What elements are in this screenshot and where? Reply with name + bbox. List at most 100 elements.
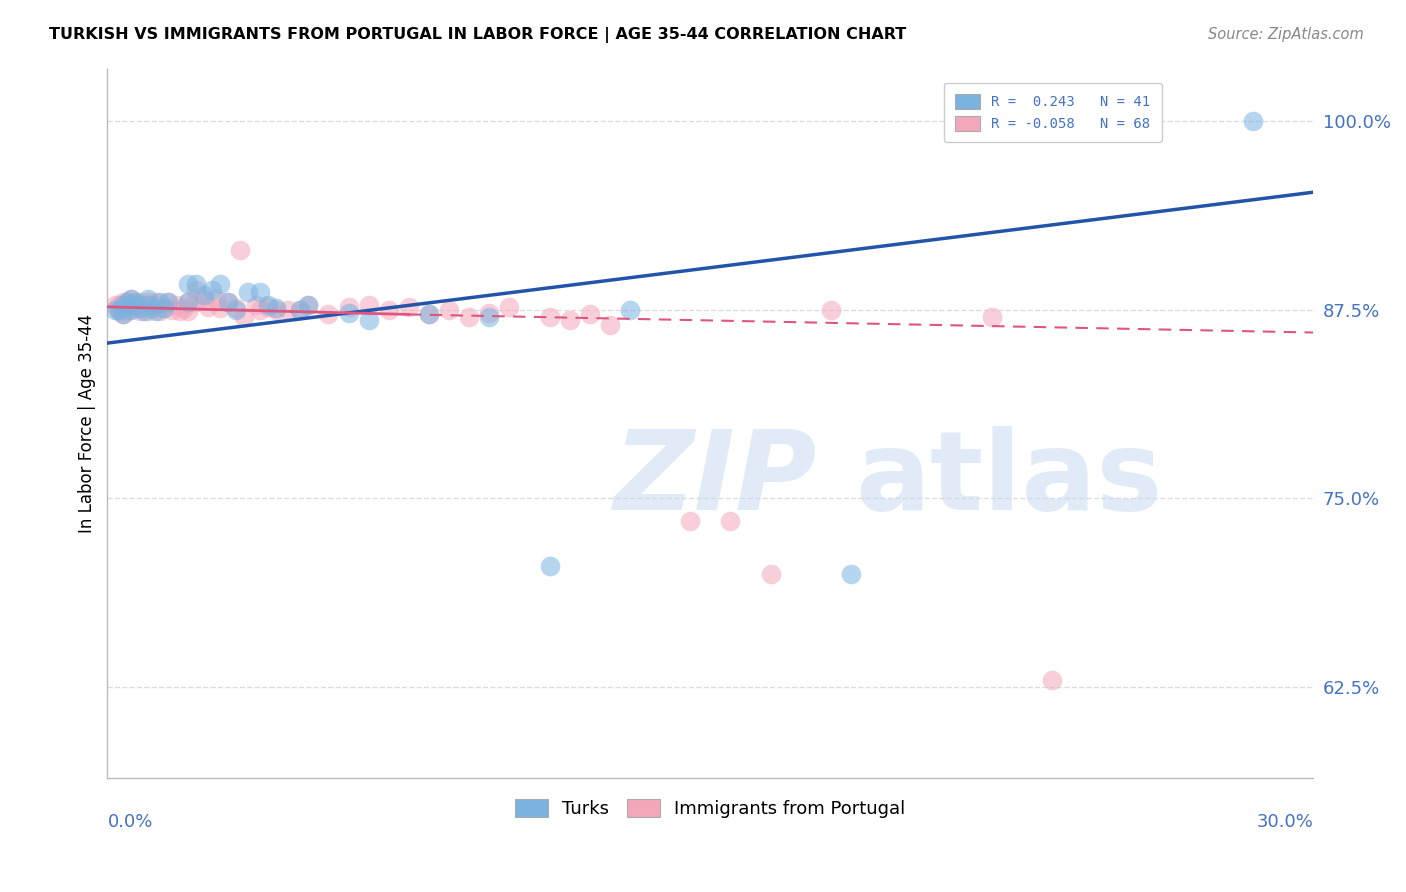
Point [1241,114,1264,128]
Point [201,283,224,297]
Point [619,302,641,317]
Point [377,302,399,317]
Point [208,301,231,316]
Point [128,301,150,316]
Point [290,302,312,317]
Point [225,301,247,316]
Point [121,298,143,312]
Point [117,300,139,314]
Text: 30.0%: 30.0% [1257,814,1313,831]
Point [108,304,131,318]
Point [217,295,239,310]
Text: Source: ZipAtlas.com: Source: ZipAtlas.com [1208,27,1364,42]
Point [538,310,561,325]
Point [249,285,271,299]
Point [121,293,143,307]
Point [720,514,742,528]
Point [498,300,520,314]
Point [108,298,131,312]
Point [152,301,174,316]
Point [124,298,146,312]
Point [145,304,167,318]
Point [257,298,280,312]
Point [679,514,702,528]
Point [136,295,159,310]
Point [264,301,287,316]
Point [759,566,782,581]
Point [152,301,174,316]
Legend: Turks, Immigrants from Portugal: Turks, Immigrants from Portugal [508,791,912,825]
Point [112,295,135,310]
Point [132,301,155,316]
Point [108,302,131,317]
Point [290,302,312,317]
Point [177,295,200,310]
Point [124,301,146,316]
Point [337,306,360,320]
Point [177,295,200,310]
Point [599,318,621,332]
Text: TURKISH VS IMMIGRANTS FROM PORTUGAL IN LABOR FORCE | AGE 35-44 CORRELATION CHART: TURKISH VS IMMIGRANTS FROM PORTUGAL IN L… [49,27,907,43]
Point [156,295,179,310]
Point [980,310,1002,325]
Point [217,295,239,310]
Point [145,295,167,310]
Point [578,307,600,321]
Point [136,293,159,307]
Point [117,295,139,310]
Text: 0.0%: 0.0% [107,814,153,831]
Point [128,304,150,318]
Point [538,559,561,574]
Point [236,285,259,299]
Point [249,302,271,317]
Point [117,295,139,310]
Point [177,304,200,318]
Point [117,300,139,314]
Point [337,300,360,314]
Point [141,301,163,316]
Point [132,304,155,318]
Point [398,300,420,314]
Point [418,307,440,321]
Point [121,302,143,317]
Point [124,295,146,310]
Point [136,304,159,318]
Point [208,277,231,292]
Point [128,295,150,310]
Point [160,302,183,317]
Point [225,302,247,317]
Point [193,293,215,307]
Point [1040,673,1063,687]
Point [124,298,146,312]
Point [277,302,299,317]
Point [173,301,195,316]
Point [229,243,252,257]
Point [233,310,256,325]
Y-axis label: In Labor Force | Age 35-44: In Labor Force | Age 35-44 [79,313,96,533]
Point [165,298,187,312]
Point [318,307,340,321]
Text: atlas: atlas [855,426,1163,533]
Point [197,300,219,314]
Point [478,310,501,325]
Point [184,283,207,297]
Point [169,304,191,318]
Point [839,566,862,581]
Point [145,298,167,312]
Point [478,306,501,320]
Point [149,295,172,310]
Point [112,302,135,317]
Point [112,307,135,321]
Point [357,313,380,327]
Point [437,302,460,317]
Point [156,295,179,310]
Point [141,301,163,316]
Point [104,302,127,317]
Point [149,304,172,318]
Point [257,300,280,314]
Point [112,307,135,321]
Point [297,298,319,312]
Point [297,298,319,312]
Point [184,295,207,310]
Point [820,302,842,317]
